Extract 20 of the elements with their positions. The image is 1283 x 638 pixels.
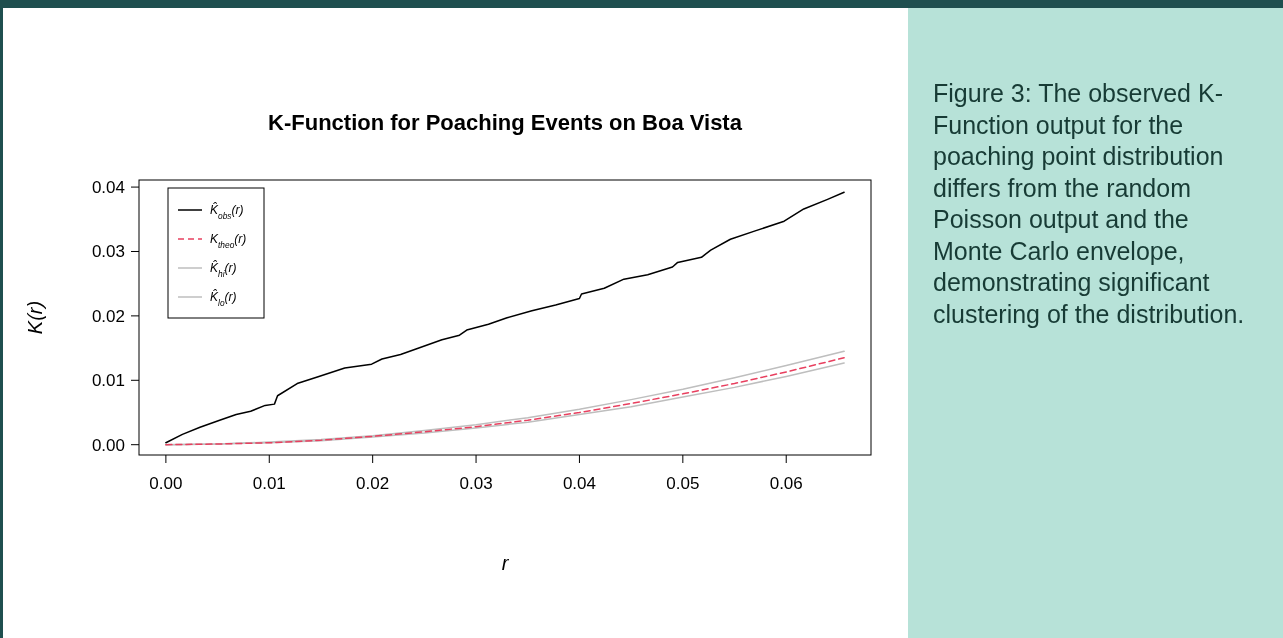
x-tick-label: 0.06 [769,474,803,493]
legend-label: K̂$_{obs}$(r) [210,202,244,221]
x-tick-label: 0.02 [356,474,390,493]
x-axis-title: r [501,552,510,574]
x-tick-label: 0.05 [666,474,700,493]
x-tick-label: 0.00 [149,474,183,493]
caption: Figure 3: The observed K-Function output for the poaching point distribution differs from the random Poisson output and the Monte Carlo envelope, demonstrating significant clustering of the distribution. [933,78,1246,330]
y-tick-label: 0.01 [91,371,125,391]
legend-label: K̂$_{hi}$(r) [210,260,237,279]
x-tick-label: 0.01 [252,474,286,493]
legend-label: K̂$_{lo}$(r) [210,289,237,308]
legend-label: K$_{theo}$(r) [210,232,247,250]
y-axis-title: K(r) [24,300,46,335]
y-tick-label: 0.03 [91,242,125,262]
y-tick-label: 0.00 [91,435,125,455]
y-tick-label: 0.02 [91,306,125,326]
x-tick-label: 0.04 [562,474,596,493]
chart-title: K-Function for Poaching Events on Boa Vista [268,110,743,135]
x-tick-label: 0.03 [459,474,493,493]
y-tick-label: 0.04 [91,178,125,198]
